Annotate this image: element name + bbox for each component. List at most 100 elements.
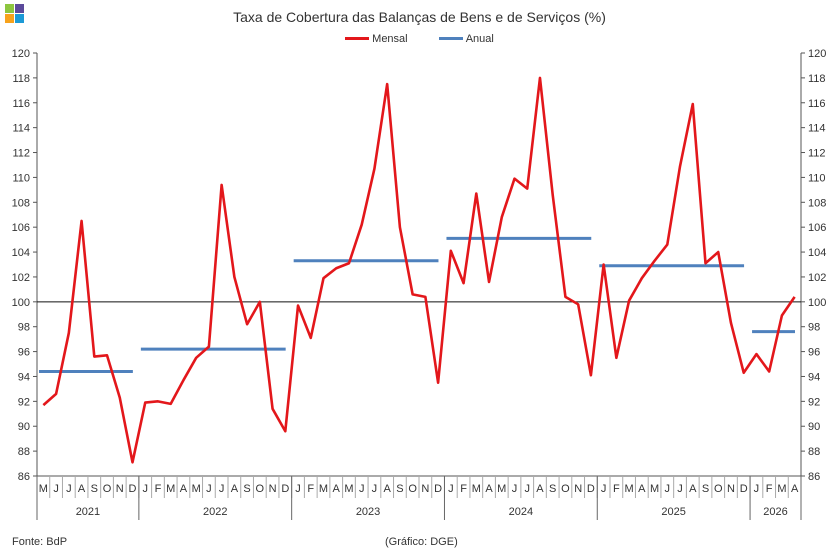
x-tick-label: O <box>714 483 723 495</box>
x-tick-label: J <box>219 483 225 495</box>
x-tick-label: A <box>638 483 646 495</box>
x-tick-label: J <box>601 483 607 495</box>
x-tick-label: J <box>53 483 59 495</box>
x-tick-label: J <box>372 483 378 495</box>
x-tick-label: J <box>665 483 671 495</box>
x-tick-label: S <box>396 483 403 495</box>
y-tick-label-left: 100 <box>12 297 30 309</box>
x-tick-label: N <box>574 483 582 495</box>
x-year-label: 2025 <box>661 506 685 518</box>
y-tick-label-right: 110 <box>808 172 826 184</box>
x-tick-label: J <box>524 483 530 495</box>
x-tick-label: M <box>650 483 659 495</box>
legend-label-anual: Anual <box>465 32 494 45</box>
x-tick-label: S <box>91 483 98 495</box>
x-tick-label: N <box>421 483 429 495</box>
legend-swatch-mensal <box>345 37 370 40</box>
y-tick-label-left: 102 <box>12 272 30 284</box>
x-tick-label: N <box>116 483 124 495</box>
x-tick-label: J <box>448 483 454 495</box>
legend-item-mensal: Mensal <box>345 32 408 45</box>
y-tick-label-right: 100 <box>808 297 826 309</box>
x-tick-label: M <box>319 483 328 495</box>
logo-square-2 <box>15 4 24 13</box>
x-tick-label: F <box>155 483 162 495</box>
y-tick-label-right: 86 <box>808 471 820 483</box>
y-tick-label-left: 88 <box>18 446 30 458</box>
legend: Mensal Anual <box>0 31 839 45</box>
credit-note: (Gráfico: DGE) <box>385 536 458 548</box>
x-tick-label: J <box>677 483 683 495</box>
x-tick-label: S <box>243 483 250 495</box>
x-tick-label: N <box>269 483 277 495</box>
x-tick-label: M <box>344 483 353 495</box>
y-tick-label-left: 96 <box>18 347 30 359</box>
y-tick-label-left: 108 <box>12 197 30 209</box>
y-tick-label-left: 110 <box>12 172 30 184</box>
y-tick-label-left: 86 <box>18 471 30 483</box>
x-tick-label: A <box>78 483 86 495</box>
y-tick-label-left: 94 <box>18 371 30 383</box>
x-tick-label: A <box>231 483 239 495</box>
x-tick-label: M <box>497 483 506 495</box>
x-tick-label: D <box>129 483 137 495</box>
logo-square-4 <box>15 14 24 23</box>
x-tick-label: S <box>702 483 709 495</box>
mensal-series-line <box>42 76 796 464</box>
x-tick-label: J <box>206 483 212 495</box>
x-tick-label: O <box>103 483 112 495</box>
x-year-label: 2026 <box>763 506 787 518</box>
x-tick-label: N <box>727 483 735 495</box>
logo-square-1 <box>5 4 14 13</box>
x-tick-label: S <box>549 483 556 495</box>
y-tick-label-right: 108 <box>808 197 826 209</box>
x-tick-label: A <box>333 483 341 495</box>
y-tick-label-left: 120 <box>12 48 30 60</box>
x-tick-label: J <box>142 483 148 495</box>
x-tick-label: J <box>512 483 518 495</box>
x-tick-label: J <box>359 483 365 495</box>
x-year-label: 2023 <box>356 506 380 518</box>
y-tick-label-right: 114 <box>808 123 826 135</box>
x-tick-label: M <box>166 483 175 495</box>
x-tick-label: M <box>472 483 481 495</box>
x-tick-label: F <box>766 483 773 495</box>
x-tick-label: A <box>791 483 799 495</box>
x-tick-label: A <box>689 483 697 495</box>
x-tick-label: F <box>460 483 467 495</box>
y-tick-label-left: 90 <box>18 421 30 433</box>
y-tick-label-right: 98 <box>808 322 820 334</box>
y-tick-label-right: 106 <box>808 222 826 234</box>
logo <box>5 4 25 24</box>
y-tick-label-right: 118 <box>808 73 826 85</box>
y-tick-label-right: 112 <box>808 148 826 160</box>
y-tick-label-right: 116 <box>808 98 826 110</box>
legend-swatch-anual <box>438 37 463 40</box>
x-tick-label: A <box>383 483 391 495</box>
x-tick-label: M <box>625 483 634 495</box>
legend-label-mensal: Mensal <box>372 32 408 45</box>
legend-item-anual: Anual <box>438 32 494 45</box>
x-tick-label: F <box>307 483 314 495</box>
x-tick-label: D <box>587 483 595 495</box>
x-tick-label: M <box>777 483 786 495</box>
y-tick-label-right: 104 <box>808 247 826 259</box>
y-tick-label-left: 114 <box>12 123 30 135</box>
y-tick-label-left: 104 <box>12 247 30 259</box>
y-tick-label-right: 96 <box>808 347 820 359</box>
x-tick-label: D <box>740 483 748 495</box>
x-tick-label: A <box>180 483 188 495</box>
chart-title: Taxa de Cobertura das Balanças de Bens e… <box>233 9 606 25</box>
x-tick-label: D <box>434 483 442 495</box>
y-tick-label-left: 92 <box>18 396 30 408</box>
x-tick-label: J <box>66 483 72 495</box>
y-tick-label-right: 92 <box>808 396 820 408</box>
y-tick-label-left: 116 <box>12 98 30 110</box>
x-tick-label: A <box>485 483 493 495</box>
x-tick-label: O <box>256 483 265 495</box>
y-tick-label-right: 94 <box>808 371 820 383</box>
y-tick-label-right: 88 <box>808 446 820 458</box>
x-tick-label: A <box>536 483 544 495</box>
x-tick-label: F <box>613 483 620 495</box>
